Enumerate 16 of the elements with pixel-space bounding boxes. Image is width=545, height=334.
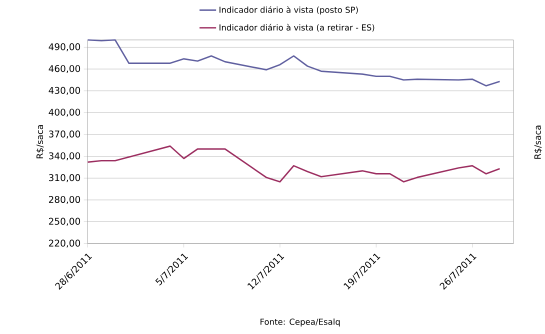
- y-tick-label: 400,00: [48, 108, 80, 117]
- y-tick-label: 280,00: [48, 196, 80, 204]
- y-tick-label: 490,00: [48, 43, 80, 52]
- y-tick-label: 370,00: [48, 130, 80, 138]
- y-tick-label: 250,00: [48, 218, 80, 226]
- y-tick-label: 310,00: [48, 174, 80, 182]
- y-tick-label: 460,00: [48, 64, 80, 73]
- legend-label: Indicador diário à vista (posto SP): [220, 6, 358, 14]
- y-tick-label: 340,00: [48, 152, 80, 160]
- legend-label: Indicador diário à vista (a retirar - ES): [220, 24, 374, 32]
- y-tick-label: 430,00: [48, 86, 80, 95]
- line-series: [86, 39, 500, 86]
- y-tick-label: 220,00: [48, 240, 80, 248]
- source-note: Fonte: Cepea/Esalq: [260, 318, 340, 326]
- y2-axis-title: R$/saca: [534, 126, 542, 159]
- y-axis-title: R$/saca: [36, 125, 44, 158]
